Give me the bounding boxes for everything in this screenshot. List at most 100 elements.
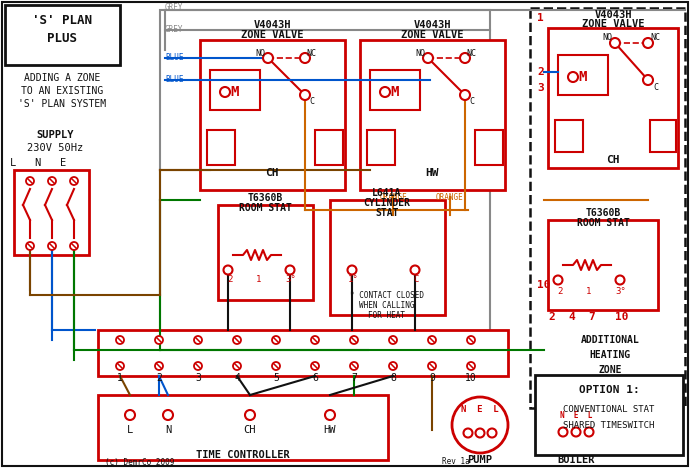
Text: BOILER: BOILER <box>558 455 595 465</box>
Text: 2: 2 <box>558 287 562 297</box>
Circle shape <box>300 53 310 63</box>
Bar <box>210 70 260 110</box>
Circle shape <box>311 362 319 370</box>
Circle shape <box>48 177 56 185</box>
Text: TO AN EXISTING: TO AN EXISTING <box>21 86 103 96</box>
Circle shape <box>423 53 433 63</box>
Text: 4: 4 <box>569 312 575 322</box>
Text: N: N <box>165 425 171 435</box>
Circle shape <box>311 336 319 344</box>
Text: ZONE VALVE: ZONE VALVE <box>401 30 463 40</box>
Text: 2: 2 <box>537 67 544 77</box>
Text: 8: 8 <box>390 373 396 383</box>
Text: ADDITIONAL: ADDITIONAL <box>580 335 640 345</box>
Text: CH: CH <box>244 425 256 435</box>
Text: ORANGE: ORANGE <box>436 192 464 202</box>
Circle shape <box>460 53 470 63</box>
Text: N  E  L: N E L <box>461 405 499 415</box>
Text: TIME CONTROLLER: TIME CONTROLLER <box>196 450 290 460</box>
Text: L641A: L641A <box>373 188 402 198</box>
Circle shape <box>488 429 497 438</box>
Bar <box>14 170 89 255</box>
Circle shape <box>460 90 470 100</box>
Text: V4043H: V4043H <box>594 10 632 20</box>
Text: 1: 1 <box>537 13 544 23</box>
Circle shape <box>389 336 397 344</box>
Circle shape <box>452 397 508 453</box>
Bar <box>315 130 343 165</box>
Circle shape <box>245 410 255 420</box>
Text: * CONTACT CLOSED: * CONTACT CLOSED <box>350 291 424 300</box>
Text: C: C <box>469 97 475 107</box>
Bar <box>367 130 395 165</box>
Bar <box>530 8 685 408</box>
Text: CH: CH <box>265 168 279 178</box>
Text: 3°: 3° <box>615 287 627 297</box>
Text: (c) DemrCo 2009: (c) DemrCo 2009 <box>105 458 175 467</box>
Bar <box>475 130 503 165</box>
Text: M: M <box>231 85 239 99</box>
Bar <box>548 220 658 310</box>
Text: NC: NC <box>466 49 476 58</box>
Text: WHEN CALLING: WHEN CALLING <box>359 301 415 310</box>
Text: 1: 1 <box>256 276 262 285</box>
Text: SHARED TIMESWITCH: SHARED TIMESWITCH <box>563 421 655 430</box>
Text: HW: HW <box>425 168 439 178</box>
Circle shape <box>571 427 580 437</box>
Text: 9: 9 <box>429 373 435 383</box>
Bar <box>535 375 683 455</box>
Text: 3: 3 <box>537 83 544 93</box>
Text: ADDING A ZONE: ADDING A ZONE <box>24 73 100 83</box>
Text: V4043H: V4043H <box>253 20 290 30</box>
Circle shape <box>194 336 202 344</box>
Circle shape <box>286 265 295 275</box>
Bar <box>555 405 597 445</box>
Circle shape <box>48 242 56 250</box>
Text: GREY: GREY <box>165 3 184 13</box>
Text: 10: 10 <box>465 373 477 383</box>
Circle shape <box>155 336 163 344</box>
Circle shape <box>558 427 567 437</box>
Circle shape <box>70 177 78 185</box>
Circle shape <box>428 336 436 344</box>
Text: 1°: 1° <box>348 276 358 285</box>
Text: 3°: 3° <box>286 276 297 285</box>
Text: OPTION 1:: OPTION 1: <box>579 385 640 395</box>
Text: 5: 5 <box>273 373 279 383</box>
Text: 230V 50Hz: 230V 50Hz <box>27 143 83 153</box>
Circle shape <box>467 362 475 370</box>
Circle shape <box>70 242 78 250</box>
Text: NO: NO <box>255 49 265 58</box>
Text: 10: 10 <box>615 312 629 322</box>
Circle shape <box>220 87 230 97</box>
Text: STAT: STAT <box>375 208 399 218</box>
Text: NO: NO <box>415 49 425 58</box>
Text: 7: 7 <box>589 312 595 322</box>
Text: ZONE VALVE: ZONE VALVE <box>582 19 644 29</box>
Bar <box>360 40 505 190</box>
Circle shape <box>224 265 233 275</box>
Text: 'S' PLAN SYSTEM: 'S' PLAN SYSTEM <box>18 99 106 109</box>
Circle shape <box>350 362 358 370</box>
Text: T6360B: T6360B <box>248 193 283 203</box>
Bar <box>555 120 583 152</box>
Circle shape <box>233 336 241 344</box>
Text: M: M <box>579 70 587 84</box>
Bar <box>5 5 120 65</box>
Text: SUPPLY: SUPPLY <box>37 130 74 140</box>
Circle shape <box>475 429 484 438</box>
Bar <box>330 200 445 315</box>
Text: CYLINDER: CYLINDER <box>364 198 411 208</box>
Circle shape <box>125 410 135 420</box>
Text: NC: NC <box>306 49 316 58</box>
Text: L: L <box>127 425 133 435</box>
Circle shape <box>233 362 241 370</box>
Text: 'S' PLAN: 'S' PLAN <box>32 14 92 27</box>
Circle shape <box>155 362 163 370</box>
Text: M: M <box>391 85 400 99</box>
Bar <box>98 330 508 376</box>
Circle shape <box>643 75 653 85</box>
Circle shape <box>411 265 420 275</box>
Circle shape <box>116 362 124 370</box>
Text: 1: 1 <box>117 373 123 383</box>
